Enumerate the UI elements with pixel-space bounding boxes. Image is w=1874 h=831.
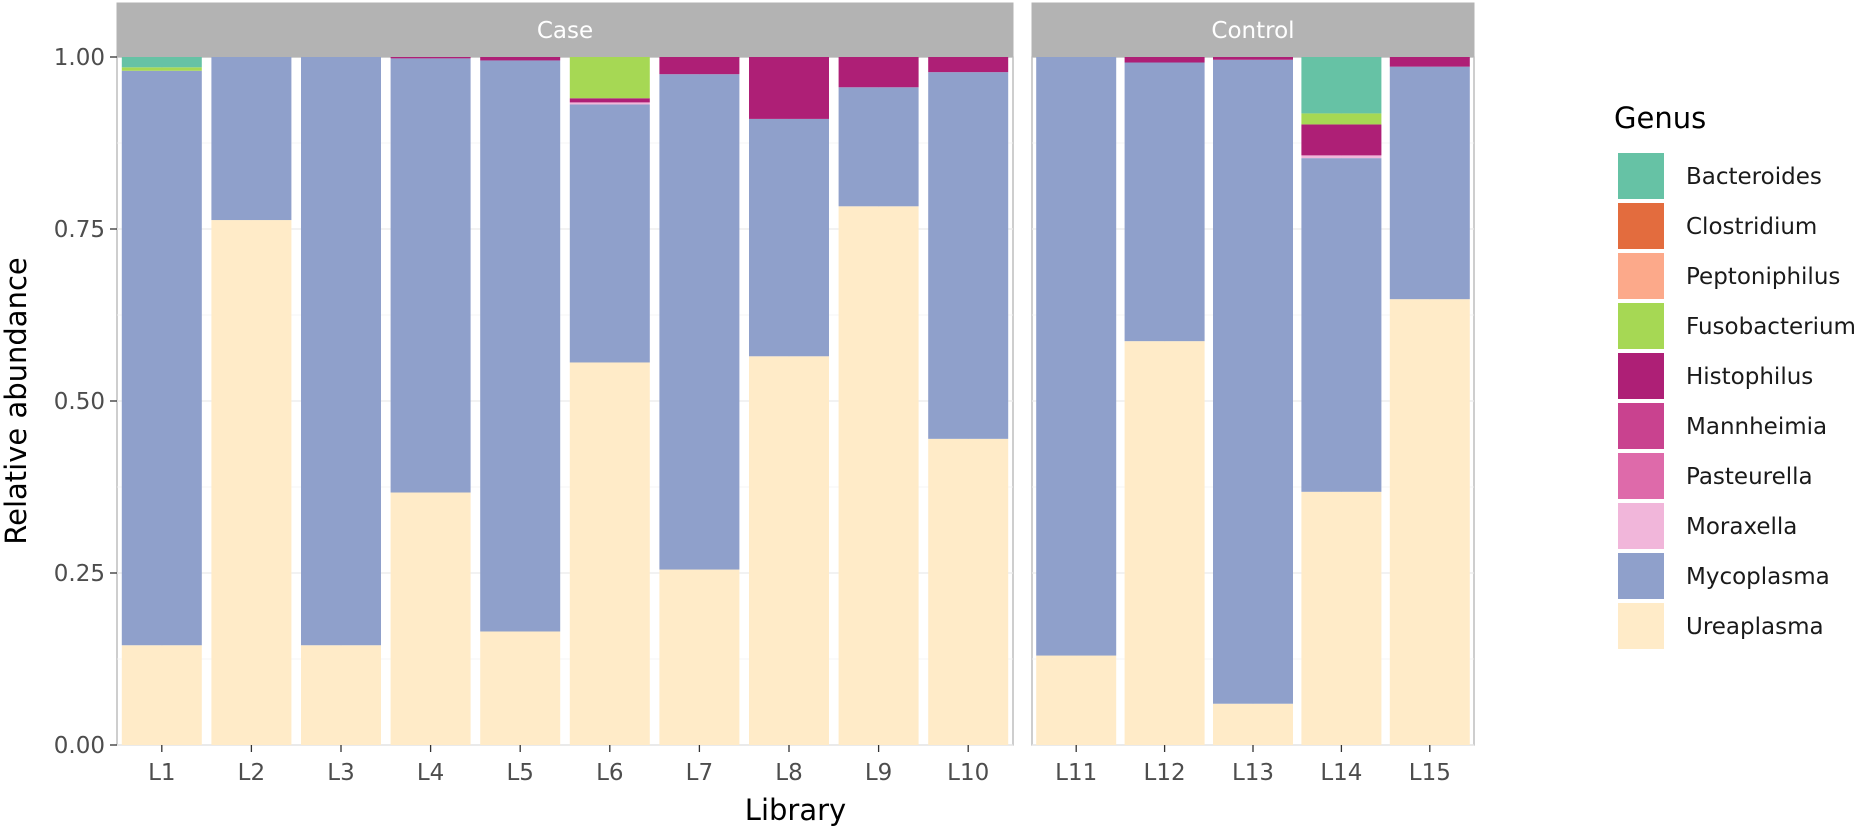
legend-key-bacteroides: [1618, 153, 1664, 199]
legend-key-pasteurella: [1618, 453, 1664, 499]
bar-L1-fusobacterium: [121, 67, 202, 71]
x-tick-label-L12: L12: [1144, 760, 1186, 786]
y-axis-title: Relative abundance: [0, 257, 33, 544]
bar-L5-mycoplasma: [480, 60, 561, 632]
bar-L3-mycoplasma: [301, 57, 381, 646]
bar-L2-ureaplasma: [211, 220, 292, 745]
bar-L6-ureaplasma: [569, 362, 650, 745]
legend-label-moraxella: Moraxella: [1686, 514, 1797, 540]
bar-L15-ureaplasma: [1389, 299, 1470, 745]
x-tick-label-L13: L13: [1232, 760, 1274, 786]
bar-L1-bacteroides: [121, 57, 202, 68]
bar-L5-ureaplasma: [480, 631, 561, 745]
legend-label-histophilus: Histophilus: [1686, 364, 1813, 390]
bar-L14-ureaplasma: [1301, 491, 1382, 745]
bar-L15-mycoplasma: [1389, 66, 1470, 300]
legend-key-fusobacterium: [1618, 303, 1664, 349]
bar-L13-ureaplasma: [1213, 703, 1293, 745]
bar-L12-mycoplasma: [1124, 62, 1205, 342]
bar-L7-histophilus: [659, 57, 740, 75]
panel-0-strip-label: Case: [537, 18, 593, 44]
bar-L14-moraxella: [1301, 155, 1382, 159]
legend-label-mycoplasma: Mycoplasma: [1686, 564, 1830, 590]
legend-key-ureaplasma: [1618, 603, 1664, 649]
bar-L10-mycoplasma: [928, 72, 1009, 439]
x-tick-label-L15: L15: [1409, 760, 1451, 786]
bar-L4-ureaplasma: [390, 492, 471, 745]
x-tick-label-L6: L6: [596, 760, 623, 786]
bar-L1-mycoplasma: [121, 70, 202, 646]
x-tick-label-L8: L8: [775, 760, 802, 786]
bar-L6-fusobacterium: [569, 57, 650, 99]
bar-L10-histophilus: [928, 57, 1009, 73]
x-axis-title: Library: [745, 793, 846, 826]
legend-key-peptoniphilus: [1618, 253, 1664, 299]
bar-L7-mycoplasma: [659, 74, 740, 570]
legend-label-peptoniphilus: Peptoniphilus: [1686, 264, 1840, 290]
bar-L14-histophilus: [1301, 124, 1382, 156]
bar-L15-histophilus: [1389, 57, 1470, 67]
bar-L14-fusobacterium: [1301, 113, 1382, 125]
x-tick-label-L3: L3: [327, 760, 354, 786]
y-tick-label-2: 0.50: [54, 389, 105, 415]
bar-L3-ureaplasma: [301, 645, 381, 745]
panel-0-strip: [116, 2, 1014, 58]
bar-L5-histophilus: [480, 57, 561, 61]
legend-key-moraxella: [1618, 503, 1664, 549]
panel-1-strip-label: Control: [1211, 18, 1294, 44]
y-tick-label-0: 0.00: [54, 733, 105, 759]
legend-label-pasteurella: Pasteurella: [1686, 464, 1813, 490]
x-tick-label-L14: L14: [1320, 760, 1362, 786]
legend-label-mannheimia: Mannheimia: [1686, 414, 1827, 440]
bar-L1-ureaplasma: [121, 645, 202, 745]
legend-title: Genus: [1614, 101, 1706, 135]
bar-L2-mycoplasma: [211, 57, 292, 221]
bar-L11-ureaplasma: [1036, 655, 1117, 745]
y-tick-label-1: 0.25: [54, 561, 105, 587]
x-tick-label-L1: L1: [148, 760, 175, 786]
bar-L9-mycoplasma: [838, 87, 919, 207]
bar-L14-bacteroides: [1301, 57, 1382, 114]
x-tick-label-L5: L5: [506, 760, 533, 786]
bar-L6-histophilus: [569, 98, 650, 103]
legend-label-bacteroides: Bacteroides: [1686, 164, 1822, 190]
bar-L12-ureaplasma: [1124, 341, 1205, 745]
y-tick-label-4: 1.00: [54, 45, 105, 71]
x-tick-label-L10: L10: [947, 760, 989, 786]
legend-label-ureaplasma: Ureaplasma: [1686, 614, 1824, 640]
bar-L10-ureaplasma: [928, 438, 1009, 745]
bar-L4-mycoplasma: [390, 58, 471, 493]
bar-L14-mycoplasma: [1301, 158, 1382, 492]
legend-key-mannheimia: [1618, 403, 1664, 449]
x-tick-label-L9: L9: [865, 760, 892, 786]
bar-L13-histophilus: [1213, 57, 1293, 60]
bar-L9-histophilus: [838, 57, 919, 88]
x-tick-label-L4: L4: [417, 760, 444, 786]
x-tick-label-L11: L11: [1055, 760, 1097, 786]
bar-L6-mycoplasma: [569, 104, 650, 363]
x-tick-label-L7: L7: [686, 760, 713, 786]
x-tick-label-L2: L2: [238, 760, 265, 786]
bar-L8-histophilus: [749, 57, 829, 119]
bar-L9-ureaplasma: [838, 206, 919, 745]
bar-L4-histophilus: [390, 57, 471, 59]
bar-L12-histophilus: [1124, 57, 1205, 63]
y-tick-label-3: 0.75: [54, 217, 105, 243]
legend-key-clostridium: [1618, 203, 1664, 249]
legend-key-mycoplasma: [1618, 553, 1664, 599]
bar-L11-mycoplasma: [1036, 57, 1117, 656]
bar-L8-mycoplasma: [749, 118, 829, 357]
bar-L6-moraxella: [569, 102, 650, 105]
bar-L7-ureaplasma: [659, 569, 740, 745]
bar-L8-ureaplasma: [749, 356, 829, 745]
legend-label-fusobacterium: Fusobacterium: [1686, 314, 1856, 340]
legend-label-clostridium: Clostridium: [1686, 214, 1817, 240]
bar-L13-mycoplasma: [1213, 59, 1293, 704]
legend-key-histophilus: [1618, 353, 1664, 399]
